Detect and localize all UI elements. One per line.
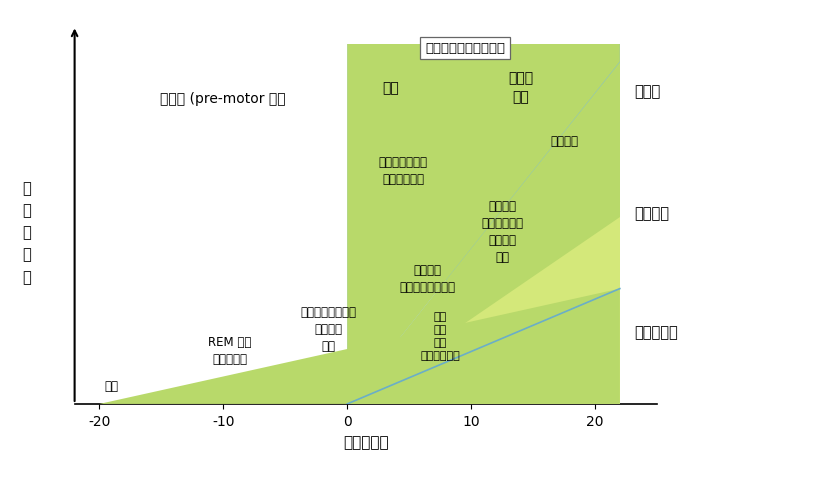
Text: 合併症: 合併症 — [635, 84, 661, 99]
Polygon shape — [347, 45, 620, 404]
Polygon shape — [347, 217, 620, 404]
Polygon shape — [100, 289, 620, 404]
Polygon shape — [347, 45, 620, 404]
Polygon shape — [347, 62, 620, 404]
Text: 日中の過度な眠気
臭覚鈍麻
うつ: 日中の過度な眠気 臭覚鈍麻 うつ — [300, 305, 356, 352]
Text: 嚥下障害
姿勢保持障害
すくみ足
転倒: 嚥下障害 姿勢保持障害 すくみ足 転倒 — [481, 199, 523, 263]
Text: 前駆期 (pre-motor 期）: 前駆期 (pre-motor 期） — [160, 91, 286, 106]
Polygon shape — [446, 45, 620, 404]
Text: REM 睡眠
行動異常症: REM 睡眠 行動異常症 — [208, 335, 251, 365]
Text: 振戦
疼痛
疲労
軽度認知障害: 振戦 疼痛 疲労 軽度認知障害 — [421, 311, 460, 361]
Text: 精神異常: 精神異常 — [550, 135, 578, 148]
Text: 運動症状: 運動症状 — [635, 206, 670, 221]
Text: 非運動症状: 非運動症状 — [635, 325, 678, 340]
Text: パーキンソン病の診断: パーキンソン病の診断 — [425, 42, 505, 55]
Text: 早期: 早期 — [382, 81, 399, 94]
Text: 動作緩慢
筋強剛（筋固縮）: 動作緩慢 筋強剛（筋固縮） — [400, 263, 456, 293]
X-axis label: 期間（年）: 期間（年） — [343, 435, 388, 450]
Text: 症状の日内変動
ジスキネジア: 症状の日内変動 ジスキネジア — [379, 155, 427, 185]
Text: 障
害
の
程
度: 障 害 の 程 度 — [22, 181, 30, 284]
Text: 進行期
後期: 進行期 後期 — [508, 72, 533, 104]
Text: 便秘: 便秘 — [105, 379, 119, 393]
